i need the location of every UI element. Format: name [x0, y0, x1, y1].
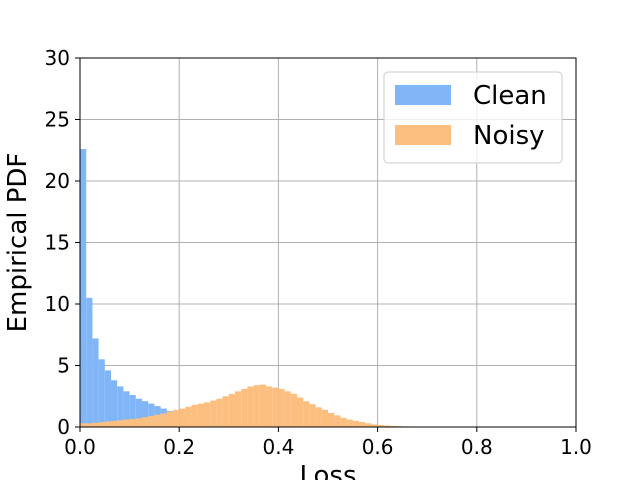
bar-noisy	[173, 409, 180, 427]
bar-noisy	[377, 424, 384, 427]
bar-clean	[148, 403, 155, 427]
bar-noisy	[352, 420, 359, 427]
bar-noisy	[284, 391, 291, 427]
bar-noisy	[104, 421, 111, 427]
legend-swatch-noisy	[395, 125, 451, 145]
bar-noisy	[197, 403, 204, 427]
bar-noisy	[204, 402, 211, 427]
bar-noisy	[142, 417, 149, 427]
x-tick-label: 0.0	[64, 435, 96, 459]
bar-noisy	[216, 398, 223, 427]
bar-noisy	[241, 388, 248, 427]
legend-swatch-clean	[395, 85, 451, 105]
x-tick-label: 1.0	[560, 435, 592, 459]
series-noisy-bars	[80, 384, 452, 427]
x-tick-label: 0.2	[163, 435, 195, 459]
y-tick-label: 30	[45, 46, 70, 70]
x-axis-label: Loss	[299, 461, 356, 480]
y-tick-label: 15	[45, 231, 70, 255]
bar-noisy	[309, 404, 316, 427]
bar-noisy	[303, 401, 310, 427]
bar-noisy	[92, 422, 99, 427]
x-tick-label: 0.4	[262, 435, 294, 459]
bar-noisy	[253, 385, 260, 427]
y-tick-label: 20	[45, 169, 70, 193]
bar-clean	[111, 380, 118, 427]
bar-clean	[117, 386, 124, 427]
y-axis-label: Empirical PDF	[3, 153, 33, 333]
bar-noisy	[340, 417, 347, 427]
bar-noisy	[365, 423, 372, 427]
bar-noisy	[129, 419, 136, 427]
bar-noisy	[148, 415, 155, 427]
y-tick-label: 0	[57, 415, 70, 439]
bar-noisy	[259, 384, 266, 427]
bar-noisy	[80, 423, 87, 427]
bar-noisy	[346, 419, 353, 427]
bar-noisy	[315, 407, 322, 427]
bar-noisy	[86, 423, 93, 427]
bar-noisy	[166, 411, 173, 427]
bar-noisy	[235, 391, 242, 427]
bar-noisy	[135, 418, 142, 427]
bar-noisy	[123, 419, 130, 427]
bar-clean	[80, 149, 87, 427]
bar-clean	[98, 359, 105, 427]
bar-noisy	[297, 397, 304, 427]
bar-noisy	[185, 406, 192, 427]
bar-noisy	[98, 422, 105, 427]
bar-clean	[142, 401, 149, 427]
bar-noisy	[266, 386, 273, 427]
bar-clean	[104, 370, 111, 427]
bar-noisy	[278, 388, 285, 427]
bar-noisy	[334, 415, 341, 427]
y-tick-label: 5	[57, 354, 70, 378]
axis-ticks	[75, 57, 577, 432]
bar-clean	[129, 395, 136, 427]
bar-clean	[86, 297, 93, 427]
bar-noisy	[191, 404, 198, 427]
bar-noisy	[321, 409, 328, 427]
bar-noisy	[328, 412, 335, 427]
bar-noisy	[290, 393, 297, 427]
bar-noisy	[160, 413, 167, 427]
y-tick-label: 10	[45, 292, 70, 316]
legend: Clean Noisy	[383, 71, 563, 164]
bar-noisy	[359, 422, 366, 427]
bar-noisy	[390, 425, 397, 427]
y-tick-labels: 0 5 10 15 20 25 30	[45, 46, 70, 439]
x-tick-labels: 0.0 0.2 0.4 0.6 0.8 1.0	[64, 435, 592, 459]
bar-noisy	[228, 393, 235, 427]
bar-noisy	[179, 408, 186, 427]
bar-noisy	[210, 400, 217, 427]
bar-clean	[135, 398, 142, 427]
bar-clean	[92, 338, 99, 427]
legend-label-noisy: Noisy	[473, 121, 545, 151]
x-tick-label: 0.8	[461, 435, 493, 459]
legend-label-clean: Clean	[473, 81, 547, 111]
bar-noisy	[154, 414, 161, 427]
bar-noisy	[247, 386, 254, 427]
x-tick-label: 0.6	[362, 435, 394, 459]
bar-noisy	[272, 387, 279, 427]
bar-noisy	[222, 396, 229, 427]
y-tick-label: 25	[45, 108, 70, 132]
bar-clean	[123, 391, 130, 427]
bar-noisy	[383, 425, 390, 427]
bar-noisy	[371, 424, 378, 427]
bar-noisy	[117, 420, 124, 427]
bar-noisy	[111, 420, 118, 427]
